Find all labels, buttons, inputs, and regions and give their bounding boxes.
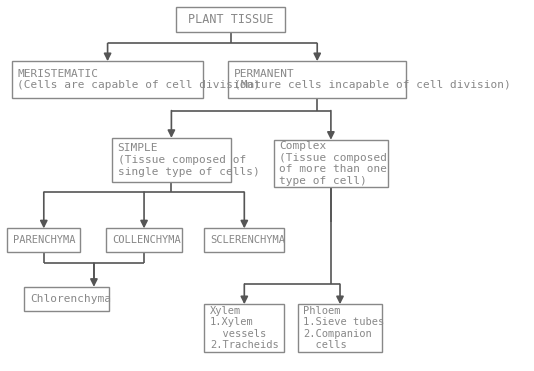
Text: SIMPLE
(Tissue composed of
single type of cells): SIMPLE (Tissue composed of single type o… xyxy=(117,143,260,177)
Text: Complex
(Tissue composed
of more than one
type of cell): Complex (Tissue composed of more than on… xyxy=(279,141,387,186)
Text: PARENCHYMA: PARENCHYMA xyxy=(13,235,75,245)
Text: Phloem
1.Sieve tubes
2.Companion
  cells: Phloem 1.Sieve tubes 2.Companion cells xyxy=(303,306,384,351)
Bar xyxy=(112,138,231,182)
Bar xyxy=(106,229,182,252)
Text: MERISTEMATIC
(Cells are capable of cell division): MERISTEMATIC (Cells are capable of cell … xyxy=(18,69,261,90)
Bar xyxy=(298,304,382,352)
Bar xyxy=(25,287,109,311)
Bar xyxy=(7,229,80,252)
Bar xyxy=(205,229,284,252)
Text: PERMANENT
(Mature cells incapable of cell division): PERMANENT (Mature cells incapable of cel… xyxy=(234,69,511,90)
Text: Xylem
1.Xylem
  vessels
2.Tracheids: Xylem 1.Xylem vessels 2.Tracheids xyxy=(210,306,279,351)
Bar xyxy=(229,61,406,98)
Bar xyxy=(205,304,284,352)
Bar xyxy=(274,140,388,187)
Text: Chlorenchyma: Chlorenchyma xyxy=(30,294,111,304)
Bar xyxy=(12,61,203,98)
Text: SCLERENCHYMA: SCLERENCHYMA xyxy=(210,235,285,245)
Text: PLANT TISSUE: PLANT TISSUE xyxy=(188,13,273,26)
Bar xyxy=(176,7,285,32)
Text: COLLENCHYMA: COLLENCHYMA xyxy=(112,235,180,245)
